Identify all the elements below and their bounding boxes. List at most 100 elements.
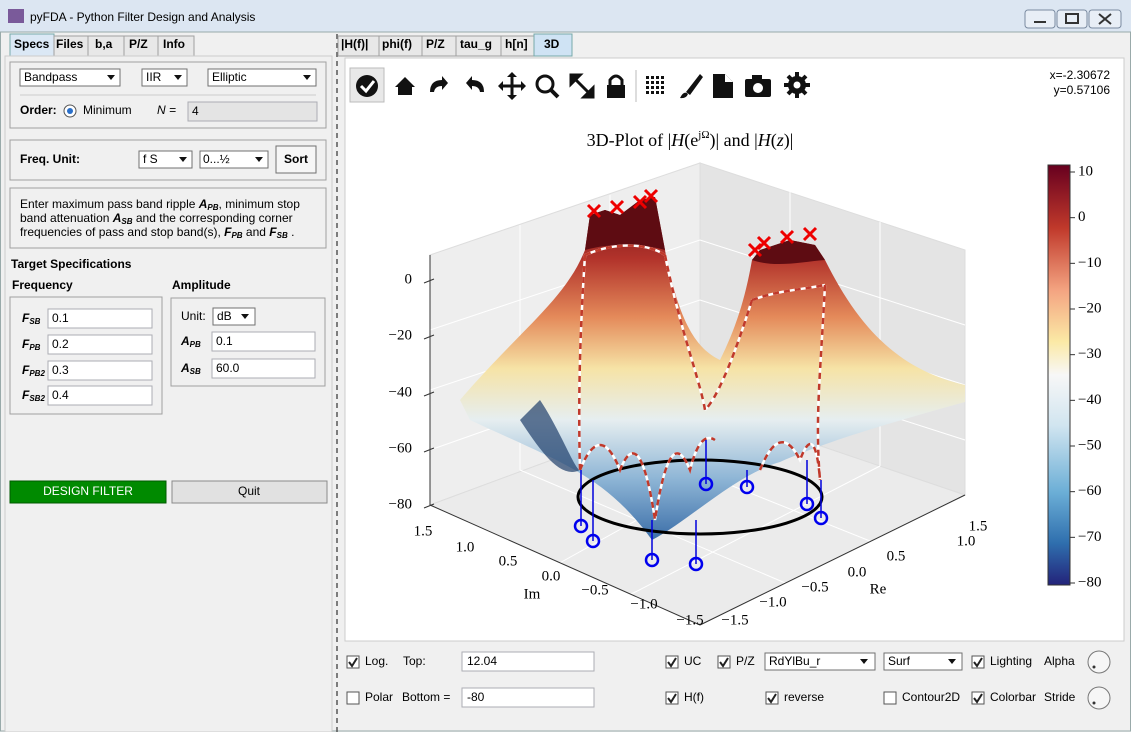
info-line: Enter maximum pass band ripple APB, mini… [20, 197, 300, 212]
checkbox[interactable] [346, 691, 360, 705]
colorbar [1047, 164, 1071, 586]
tab[interactable]: Info [163, 37, 185, 51]
select[interactable] [207, 68, 317, 87]
spec-label: FPB [22, 337, 41, 352]
re-tick-label: −1.0 [759, 594, 786, 610]
style-select[interactable] [883, 652, 963, 671]
spec-value[interactable]: 0.4 [52, 388, 69, 402]
bottom-value[interactable]: -80 [467, 690, 485, 704]
design-method[interactable]: Elliptic [212, 70, 247, 84]
spec-field[interactable] [47, 360, 153, 381]
checkbox-label[interactable]: Polar [365, 690, 393, 704]
top-label: Top: [403, 654, 426, 668]
quit-label[interactable]: Quit [238, 484, 261, 498]
im-tick-label: 0.0 [542, 568, 561, 584]
tab[interactable]: |H(f)| [341, 37, 368, 51]
spec-field[interactable] [47, 334, 153, 355]
z-tick [423, 391, 435, 397]
z-tick-label: −20 [389, 327, 412, 343]
quit-button[interactable] [171, 480, 328, 504]
tab[interactable]: 3D [544, 37, 560, 51]
spec-value[interactable]: 0.2 [52, 337, 69, 351]
tab[interactable]: P/Z [426, 37, 445, 51]
sort-button[interactable] [275, 145, 317, 174]
spec-field[interactable] [211, 358, 316, 379]
tab[interactable]: phi(f) [382, 37, 412, 51]
z-tick [423, 278, 435, 284]
im-tick-label: 0.5 [499, 553, 518, 569]
order-field[interactable] [187, 101, 318, 122]
alpha-label: Alpha [1044, 654, 1075, 668]
select[interactable] [141, 68, 188, 87]
tab[interactable]: b,a [95, 37, 113, 51]
toolbar[interactable] [349, 67, 810, 103]
checkbox-label[interactable]: Log. [365, 654, 388, 668]
checkbox-label[interactable]: Contour2D [902, 690, 960, 704]
spec-value[interactable]: 60.0 [216, 361, 240, 375]
title-bar [0, 0, 1131, 32]
z-tick [423, 447, 435, 453]
axes-3d [428, 162, 967, 626]
tab[interactable]: Specs [14, 37, 50, 51]
checkbox-label[interactable]: UC [684, 654, 702, 668]
response-type[interactable]: Bandpass [24, 70, 77, 84]
colormap-select[interactable] [764, 652, 876, 671]
order-label: Order: [20, 103, 57, 117]
bottom-label: Bottom = [402, 690, 450, 704]
select[interactable] [138, 150, 193, 169]
check-mark [767, 693, 777, 704]
top-value[interactable]: 12.04 [467, 654, 497, 668]
check-mark [667, 657, 677, 668]
check-mark [667, 693, 677, 704]
amp-unit[interactable]: dB [217, 309, 232, 323]
tab[interactable]: Files [56, 37, 84, 51]
plot-style[interactable]: Surf [888, 654, 911, 668]
frequency-box [9, 296, 163, 415]
order-option[interactable]: Minimum [83, 103, 132, 117]
plot-title: 3D-Plot of |H(ejΩ)| and |H(z)| [587, 129, 794, 152]
checkbox-label[interactable]: Lighting [990, 654, 1032, 668]
spec-value[interactable]: 0.1 [52, 311, 69, 325]
left-tabs[interactable]: Specs Files b,a P/Z Info [9, 33, 195, 57]
tab[interactable]: tau_g [460, 37, 492, 51]
z-tick [423, 503, 435, 509]
check-mark [973, 693, 983, 704]
spec-field[interactable] [211, 331, 316, 352]
filter-type[interactable]: IIR [146, 70, 162, 84]
spec-value[interactable]: 0.3 [52, 363, 69, 377]
colorbar-tick-label: 0 [1078, 209, 1086, 225]
stride-dial[interactable] [1087, 686, 1111, 710]
alpha-dial[interactable] [1087, 650, 1111, 674]
freq-unit[interactable]: f S [143, 152, 158, 166]
z-tick [423, 334, 435, 340]
checkbox-label[interactable]: H(f) [684, 690, 704, 704]
symbol: A [180, 334, 190, 348]
top-field[interactable] [461, 651, 595, 672]
spec-field[interactable] [47, 385, 153, 406]
spec-value[interactable]: 0.1 [216, 334, 233, 348]
bottom-field[interactable] [461, 687, 595, 708]
z-tick-label: 0 [405, 271, 413, 287]
symbol: F [22, 363, 30, 377]
info-box [9, 187, 327, 249]
freq-range[interactable]: 0...½ [203, 152, 230, 166]
select[interactable] [19, 68, 121, 87]
colorbar-tick-label: −10 [1078, 255, 1101, 271]
checkbox-label[interactable]: reverse [784, 690, 824, 704]
amplitude-box [170, 297, 326, 387]
tab[interactable]: P/Z [129, 37, 148, 51]
design-label[interactable]: DESIGN FILTER [43, 484, 133, 498]
select[interactable] [199, 150, 269, 169]
right-tabs[interactable]: |H(f)| phi(f) P/Z tau_g h[n] 3D [337, 33, 573, 57]
tab[interactable]: h[n] [505, 37, 528, 51]
checkbox[interactable] [883, 691, 897, 705]
colormap[interactable]: RdYlBu_r [769, 654, 820, 668]
checkbox-label[interactable]: P/Z [736, 654, 755, 668]
sort-label[interactable]: Sort [284, 152, 308, 166]
order-value[interactable]: 4 [192, 104, 199, 118]
design-button[interactable] [9, 480, 167, 504]
checkbox-label[interactable]: Colorbar [990, 690, 1036, 704]
window-buttons[interactable] [1024, 9, 1122, 29]
select[interactable] [212, 307, 256, 326]
spec-field[interactable] [47, 308, 153, 329]
